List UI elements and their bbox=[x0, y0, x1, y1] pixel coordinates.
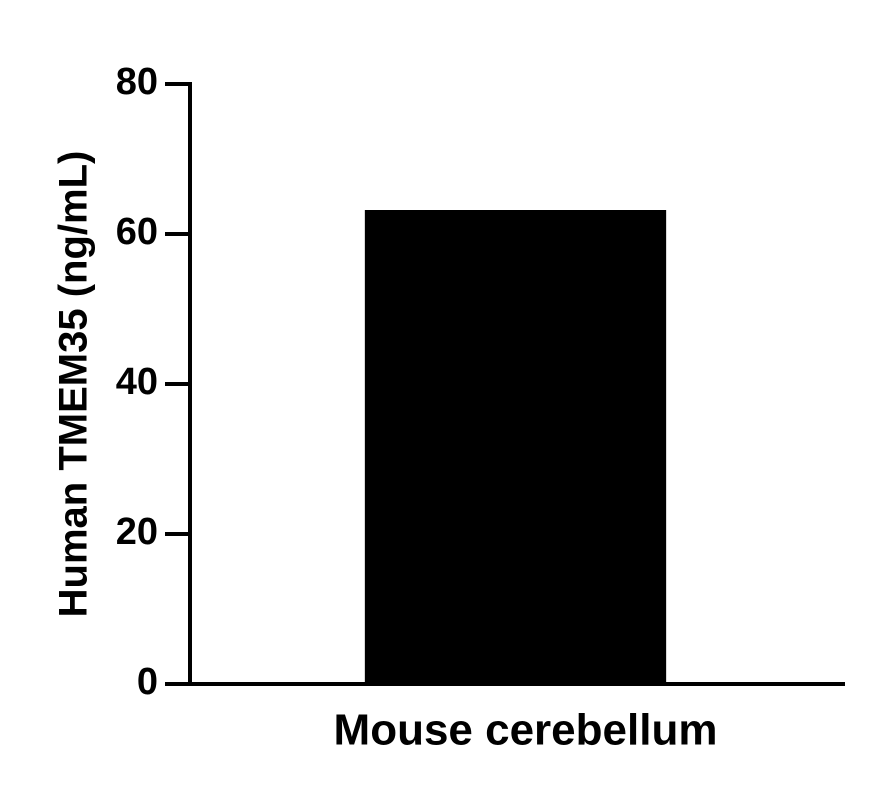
y-tick-label: 40 bbox=[116, 361, 158, 403]
y-tick-label: 20 bbox=[116, 511, 158, 553]
y-tick-label: 0 bbox=[137, 661, 158, 703]
bar bbox=[364, 210, 667, 684]
y-tick-label: 60 bbox=[116, 211, 158, 253]
y-axis-label: Human TMEM35 (ng/mL) bbox=[52, 151, 96, 618]
y-tick-label: 80 bbox=[116, 61, 158, 103]
x-tick-label: Mouse cerebellum bbox=[334, 706, 718, 755]
